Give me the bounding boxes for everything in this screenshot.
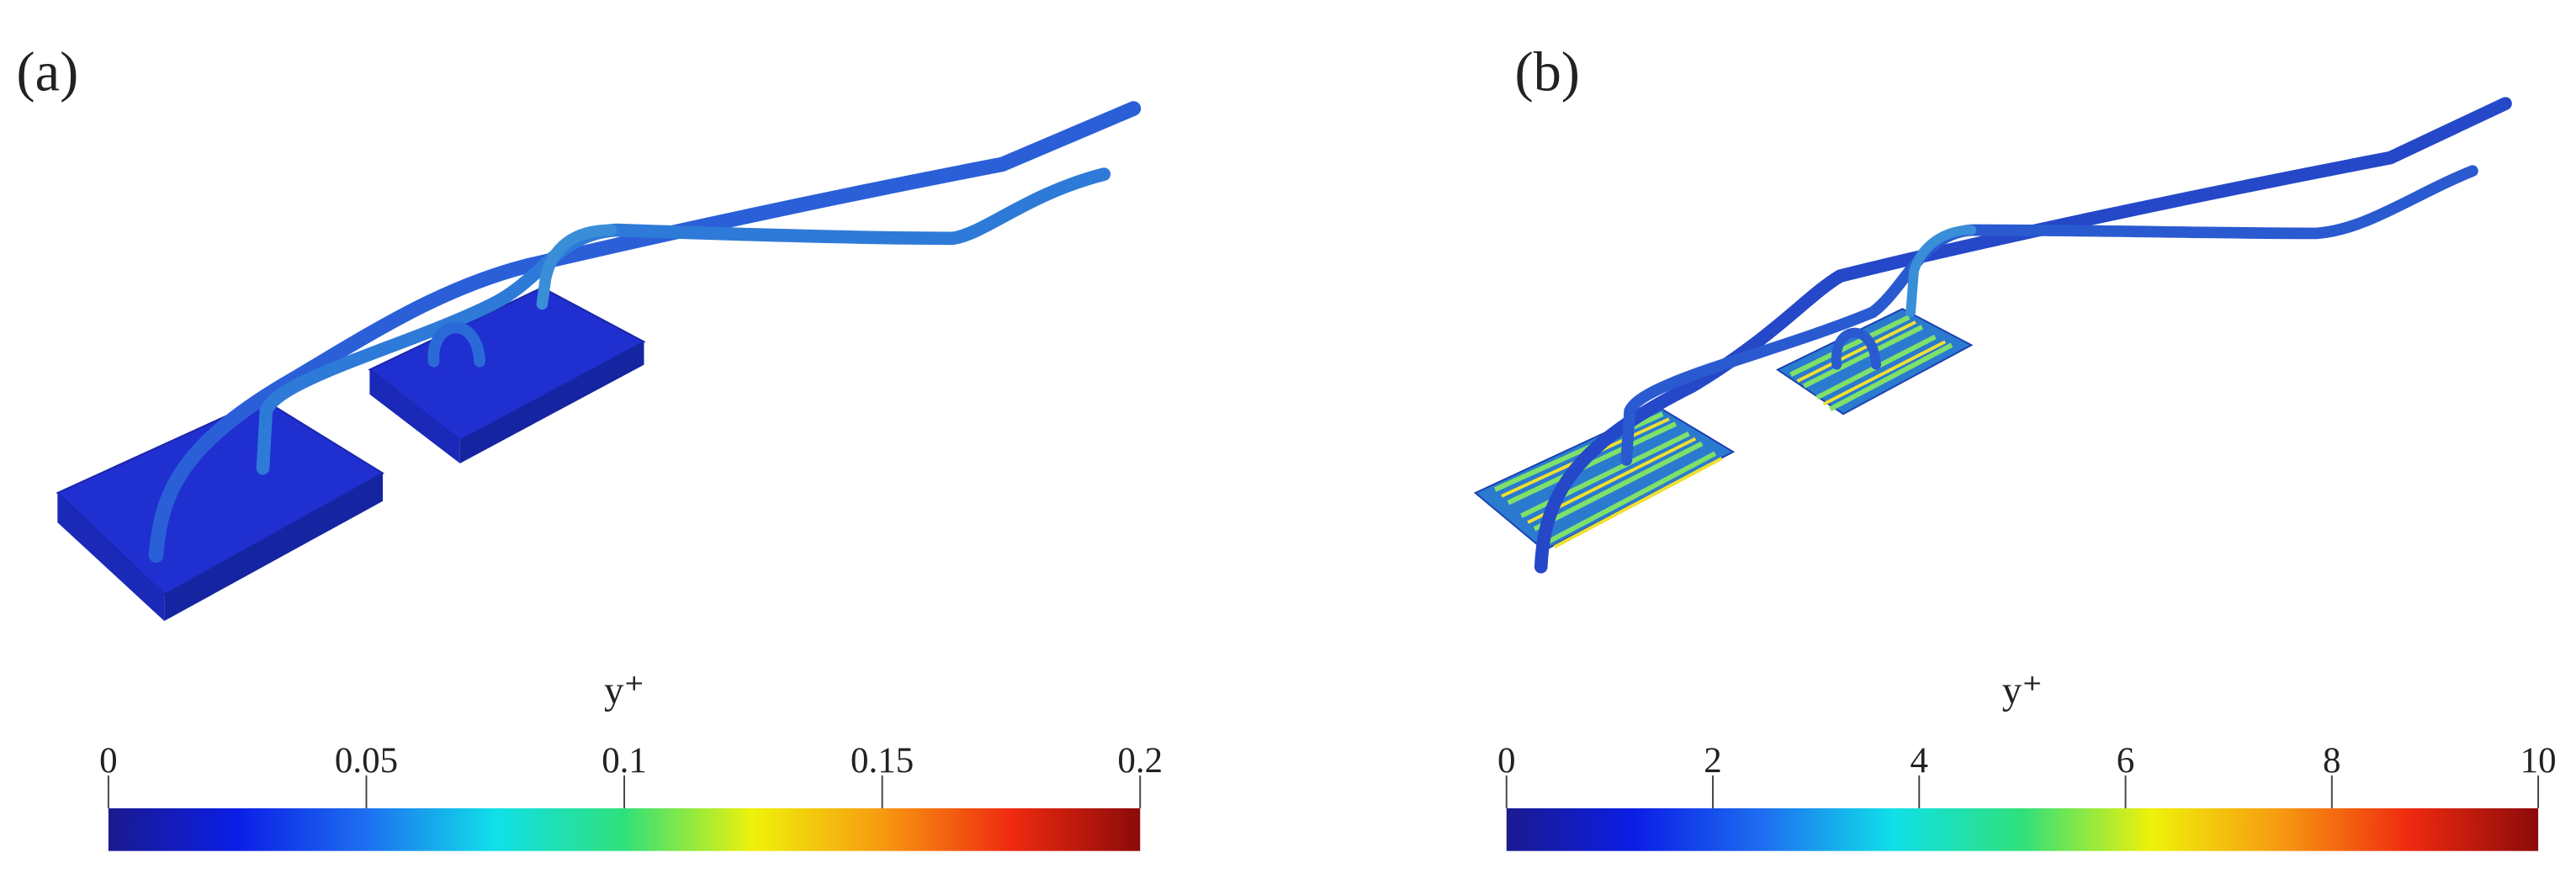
tick-label: 0.2	[1117, 741, 1163, 781]
tick-label: 4	[1911, 741, 1928, 781]
model-a	[56, 101, 1142, 622]
colorbar	[1506, 808, 2539, 851]
tick-label: 0.05	[335, 741, 398, 781]
tick-label: 0	[1497, 741, 1515, 781]
model-b	[1473, 97, 2512, 574]
tick-label: 6	[2117, 741, 2134, 781]
colorbar-title: y⁺	[2002, 669, 2043, 712]
tick-label: 2	[1704, 741, 1721, 781]
panel-label: (a)	[17, 42, 79, 103]
panel-label: (b)	[1514, 42, 1579, 103]
tick-label: 0	[99, 741, 117, 781]
colorbar	[108, 808, 1141, 851]
tick-label: 10	[2520, 741, 2557, 781]
tick-label: 0.1	[602, 741, 647, 781]
tick-label: 8	[2323, 741, 2340, 781]
colorbar-title: y⁺	[604, 669, 644, 712]
tick-label: 0.15	[851, 741, 914, 781]
